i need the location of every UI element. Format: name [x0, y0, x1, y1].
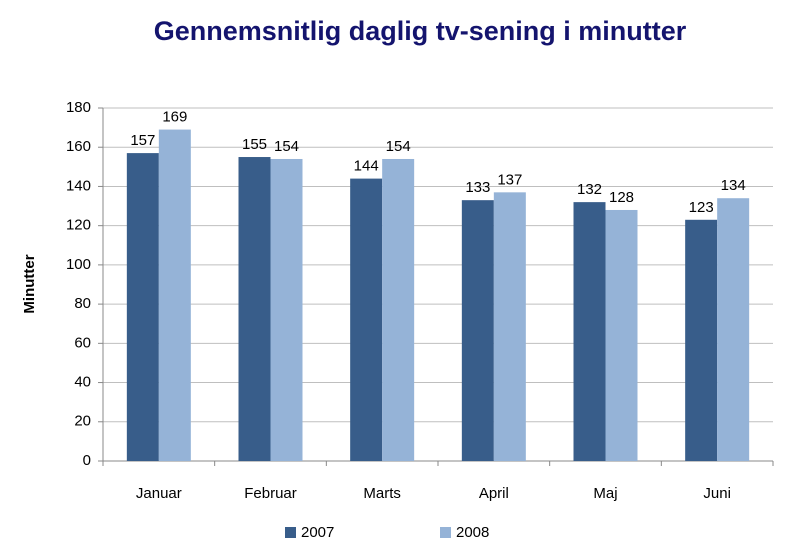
- data-label: 155: [242, 136, 267, 153]
- bar: [717, 198, 750, 461]
- y-tick-label: 80: [74, 295, 91, 312]
- legend-label: 2008: [456, 524, 489, 541]
- y-tick-label: 0: [83, 452, 91, 469]
- x-tick-label: Februar: [244, 485, 297, 502]
- data-label: 128: [609, 189, 634, 206]
- data-label: 144: [354, 158, 379, 175]
- bar: [605, 209, 638, 461]
- data-label: 157: [130, 132, 155, 149]
- x-tick-label: Januar: [136, 485, 182, 502]
- bar: [350, 178, 383, 461]
- y-tick-label: 100: [66, 256, 91, 273]
- x-tick-label: Juni: [703, 485, 731, 502]
- bar: [158, 129, 191, 462]
- chart-title: Gennemsnitlig daglig tv-sening i minutte…: [154, 16, 687, 46]
- bar: [493, 192, 526, 462]
- bar: [382, 158, 415, 461]
- x-tick-label: April: [479, 485, 509, 502]
- legend-swatch: [285, 527, 296, 538]
- legend-swatch: [440, 527, 451, 538]
- data-label: 154: [386, 138, 411, 155]
- data-label: 133: [465, 179, 490, 196]
- y-tick-label: 160: [66, 138, 91, 155]
- bar: [461, 200, 494, 461]
- x-tick-label: Marts: [363, 485, 401, 502]
- y-tick-label: 120: [66, 217, 91, 234]
- y-tick-label: 40: [74, 374, 91, 391]
- data-label: 154: [274, 138, 299, 155]
- data-label: 169: [162, 109, 187, 126]
- data-label: 123: [689, 199, 714, 216]
- data-label: 132: [577, 181, 602, 198]
- bar: [573, 202, 606, 461]
- bar: [685, 219, 718, 461]
- bar: [270, 158, 303, 461]
- y-tick-label: 20: [74, 413, 91, 430]
- y-tick-label: 140: [66, 177, 91, 194]
- data-label: 137: [497, 171, 522, 188]
- data-label: 134: [721, 177, 746, 194]
- x-tick-label: Maj: [593, 485, 617, 502]
- y-axis-label: Minutter: [21, 254, 38, 313]
- y-tick-label: 60: [74, 334, 91, 351]
- bar: [238, 157, 271, 461]
- y-tick-label: 180: [66, 99, 91, 116]
- bar: [126, 153, 159, 461]
- legend-label: 2007: [301, 524, 334, 541]
